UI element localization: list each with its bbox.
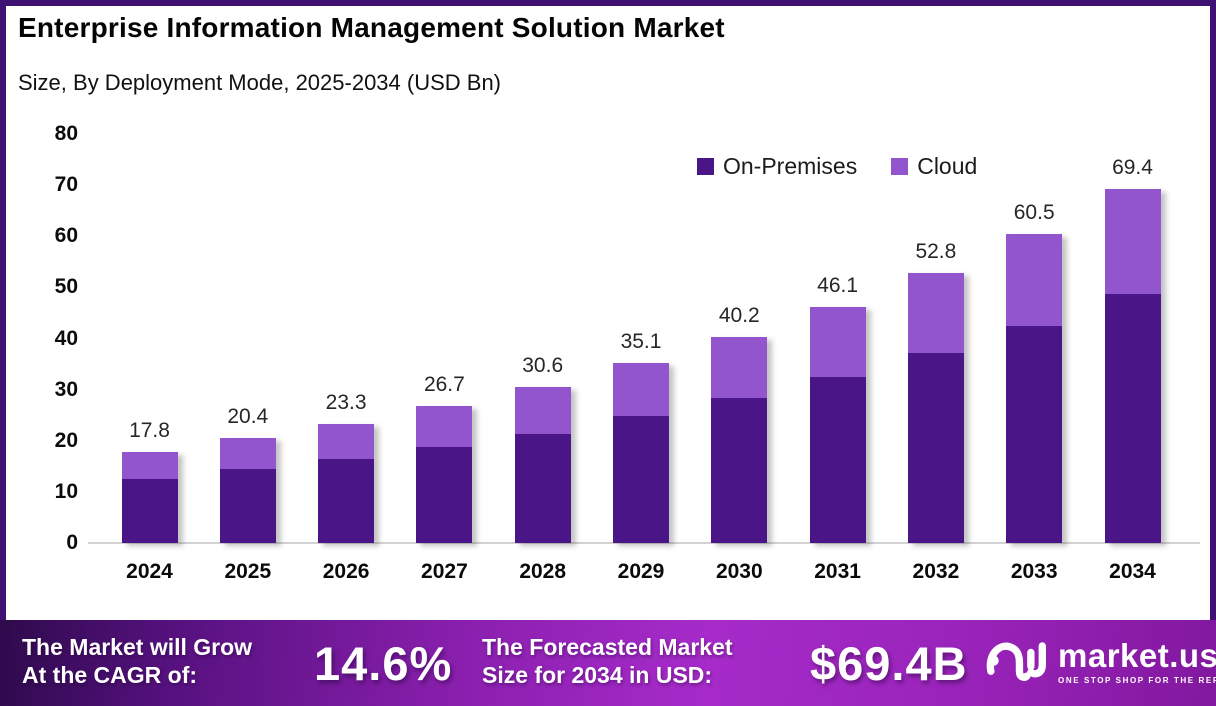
bar-segment-onpremises-2033 <box>1006 326 1062 543</box>
total-label-2024: 17.8 <box>129 419 170 442</box>
x-axis-label-2028: 2028 <box>519 560 567 583</box>
total-label-2026: 23.3 <box>325 391 367 414</box>
bar-segment-cloud-2034 <box>1105 189 1161 294</box>
y-axis-tick-40: 40 <box>54 326 78 350</box>
x-axis-label-2024: 2024 <box>126 560 173 583</box>
y-axis-tick-0: 0 <box>66 531 78 554</box>
page-subtitle: Size, By Deployment Mode, 2025-2034 (USD… <box>18 70 502 95</box>
bar-segment-cloud-2028 <box>515 387 571 434</box>
total-label-2029: 35.1 <box>620 330 662 353</box>
bar-2027 <box>416 406 472 543</box>
bar-2034 <box>1105 189 1161 543</box>
bar-segment-onpremises-2030 <box>711 398 767 543</box>
y-axis-tick-60: 60 <box>54 224 78 248</box>
bar-segment-cloud-2025 <box>220 438 276 469</box>
bar-segment-onpremises-2024 <box>122 479 178 543</box>
x-axis-label-2025: 2025 <box>224 560 272 583</box>
forecast-label-line1: The Forecasted Market <box>482 634 733 660</box>
bar-2026 <box>318 424 374 543</box>
bar-2032 <box>908 273 964 543</box>
total-label-2033: 60.5 <box>1013 201 1055 224</box>
bar-2029 <box>613 363 669 543</box>
total-label-2034: 69.4 <box>1112 156 1153 179</box>
x-axis-label-2033: 2033 <box>1010 560 1058 583</box>
brand-name: market.us <box>1058 636 1216 674</box>
bar-segment-cloud-2024 <box>122 452 178 479</box>
legend-item-on-premises: On-Premises <box>697 153 857 180</box>
bar-segment-onpremises-2027 <box>416 447 472 543</box>
cagr-label-line1: The Market will Grow <box>22 634 253 660</box>
chart-legend: On-Premises Cloud <box>697 153 977 180</box>
bar-segment-onpremises-2029 <box>613 416 669 543</box>
total-label-2027: 26.7 <box>423 373 465 396</box>
y-axis-tick-30: 30 <box>54 377 78 401</box>
cagr-value: 14.6% <box>314 637 453 690</box>
x-axis-label-2027: 2027 <box>421 560 468 583</box>
cagr-label-line2: At the CAGR of: <box>22 662 198 688</box>
brand-tagline: ONE STOP SHOP FOR THE REPORTS <box>1058 675 1216 685</box>
legend-label: On-Premises <box>723 153 858 179</box>
bar-segment-onpremises-2025 <box>220 469 276 543</box>
y-axis-tick-20: 20 <box>54 428 78 452</box>
total-label-2028: 30.6 <box>522 354 564 377</box>
bar-segment-cloud-2027 <box>416 406 472 447</box>
x-axis-label-2031: 2031 <box>814 560 861 583</box>
footer-banner: The Market will Grow At the CAGR of: 14.… <box>0 620 1216 706</box>
bar-segment-onpremises-2028 <box>515 434 571 543</box>
x-axis-label-2029: 2029 <box>617 560 665 583</box>
y-axis-tick-50: 50 <box>54 275 78 299</box>
legend-swatch-icon <box>891 158 909 175</box>
y-axis-tick-80: 80 <box>54 122 78 145</box>
marketus-logo-icon <box>986 634 1048 689</box>
forecast-label: The Forecasted Market Size for 2034 in U… <box>482 633 733 689</box>
brand-logo: market.us ONE STOP SHOP FOR THE REPORTS <box>986 634 1216 689</box>
total-label-2030: 40.2 <box>718 304 760 327</box>
y-axis-tick-10: 10 <box>54 479 78 503</box>
x-axis-label-2026: 2026 <box>322 560 370 583</box>
y-axis-tick-70: 70 <box>54 173 78 197</box>
bar-segment-onpremises-2031 <box>810 377 866 543</box>
page-title: Enterprise Information Management Soluti… <box>18 12 725 43</box>
forecast-label-line2: Size for 2034 in USD: <box>482 662 713 688</box>
x-axis-label-2032: 2032 <box>912 560 960 583</box>
cagr-label: The Market will Grow At the CAGR of: <box>22 633 252 689</box>
bar-2028 <box>515 387 571 543</box>
total-label-2025: 20.4 <box>227 405 269 428</box>
bar-segment-cloud-2026 <box>318 424 374 459</box>
bar-segment-onpremises-2034 <box>1105 294 1161 543</box>
total-label-2031: 46.1 <box>817 274 859 297</box>
bar-segment-cloud-2032 <box>908 273 964 353</box>
legend-swatch-icon <box>697 158 714 175</box>
bar-2033 <box>1006 234 1062 543</box>
bar-2030 <box>711 337 767 543</box>
bar-2031 <box>810 307 866 543</box>
total-label-2032: 52.8 <box>915 240 957 263</box>
bar-segment-cloud-2029 <box>613 363 669 416</box>
bar-segment-cloud-2033 <box>1006 234 1062 326</box>
x-axis-label-2034: 2034 <box>1109 560 1156 583</box>
forecast-value: $69.4B <box>810 637 968 690</box>
x-axis-label-2030: 2030 <box>715 560 763 583</box>
legend-item-cloud: Cloud <box>891 153 977 180</box>
bar-segment-cloud-2030 <box>711 337 767 398</box>
bar-segment-onpremises-2032 <box>908 353 964 543</box>
bar-segment-cloud-2031 <box>810 307 866 377</box>
bar-segment-onpremises-2026 <box>318 459 374 543</box>
x-axis-line <box>88 542 1200 544</box>
bar-2025 <box>220 438 276 543</box>
bar-2024 <box>122 452 178 543</box>
legend-label: Cloud <box>917 153 978 179</box>
